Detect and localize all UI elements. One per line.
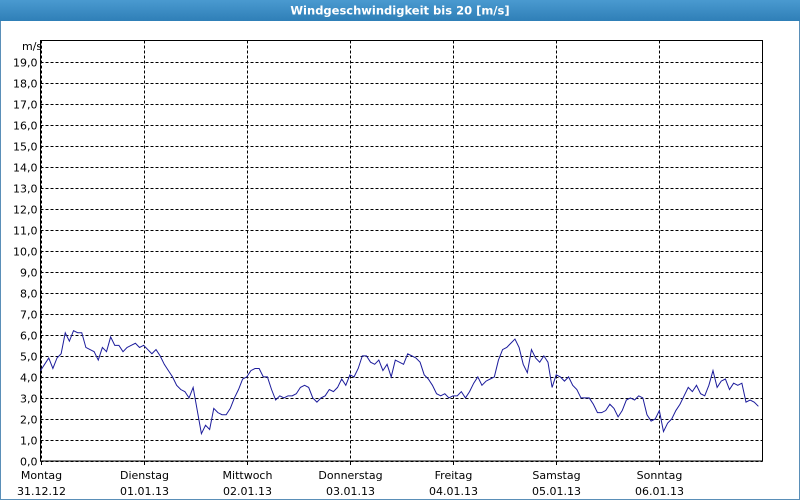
y-tick-label: 10,0 <box>13 246 38 259</box>
y-tick-label: 17,0 <box>13 99 38 112</box>
x-tick-label: Mittwoch <box>223 469 273 482</box>
y-tick-label: 4,0 <box>20 372 38 385</box>
y-tick-label: 3,0 <box>20 393 38 406</box>
plot-frame <box>40 40 763 462</box>
x-tick-label: Samstag <box>532 469 580 482</box>
y-tick-label: 11,0 <box>13 225 38 238</box>
y-tick-label: 6,0 <box>20 330 38 343</box>
y-tick-label: 12,0 <box>13 204 38 217</box>
y-tick-label: 14,0 <box>13 162 38 175</box>
x-tick-label: Freitag <box>435 469 473 482</box>
y-tick-label: 5,0 <box>20 351 38 364</box>
x-tick-date: 06.01.13 <box>635 485 684 498</box>
y-axis-label: m/s <box>22 40 42 53</box>
y-tick-label: 13,0 <box>13 183 38 196</box>
y-tick-label: 7,0 <box>20 309 38 322</box>
x-tick-date: 04.01.13 <box>429 485 478 498</box>
y-tick-label: 2,0 <box>20 414 38 427</box>
x-tick-label: Donnerstag <box>318 469 382 482</box>
x-tick-date: 31.12.12 <box>17 485 66 498</box>
x-tick-date: 01.01.13 <box>120 485 169 498</box>
y-tick-label: 18,0 <box>13 78 38 91</box>
x-tick-date: 03.01.13 <box>326 485 375 498</box>
x-tick-label: Montag <box>21 469 62 482</box>
y-tick-label: 0,0 <box>20 456 38 469</box>
y-tick-label: 1,0 <box>20 435 38 448</box>
x-tick-label: Dienstag <box>120 469 169 482</box>
y-tick-label: 9,0 <box>20 267 38 280</box>
y-tick-label: 19,0 <box>13 57 38 70</box>
chart-title: Windgeschwindigkeit bis 20 [m/s] <box>290 4 509 18</box>
y-tick-label: 16,0 <box>13 120 38 133</box>
y-tick-label: 15,0 <box>13 141 38 154</box>
x-tick-label: Sonntag <box>637 469 683 482</box>
x-tick-date: 02.01.13 <box>223 485 272 498</box>
x-tick-date: 05.01.13 <box>532 485 581 498</box>
title-bar <box>0 0 800 21</box>
y-tick-label: 8,0 <box>20 288 38 301</box>
data-line <box>40 329 759 436</box>
